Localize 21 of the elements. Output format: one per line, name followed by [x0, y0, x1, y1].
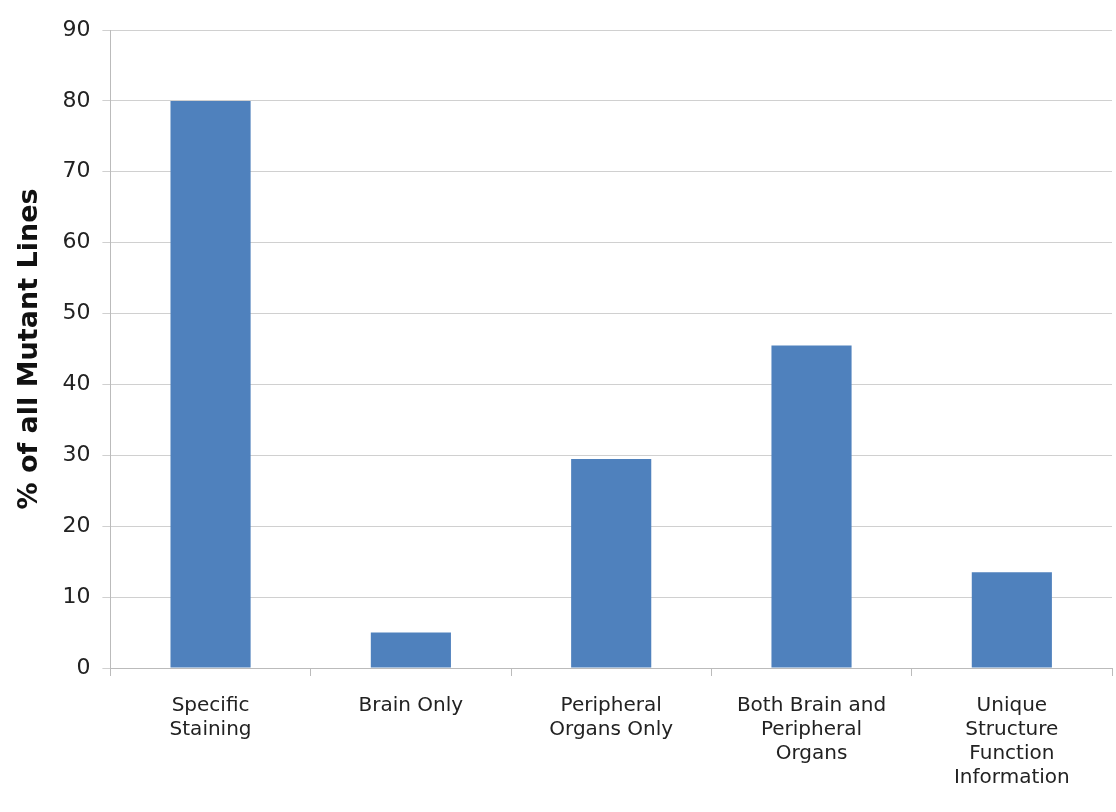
y-tick-label: 40	[62, 370, 91, 396]
x-tick-label: Peripheral Organs Only	[549, 692, 674, 741]
bar	[170, 100, 251, 668]
y-tick-label: 70	[62, 157, 91, 183]
y-tick-label: 20	[62, 511, 91, 537]
y-tick-label: 10	[62, 582, 91, 608]
bar	[771, 345, 852, 668]
x-tick-label: Both Brain and Peripheral Organs	[736, 692, 887, 765]
x-tick-label: Unique Structure Function Information	[953, 692, 1070, 789]
x-tick-label: Brain Only	[358, 692, 464, 717]
y-axis-title: % of all Mutant Lines	[12, 188, 44, 510]
y-tick-label: 80	[62, 86, 91, 112]
x-tick-label: Specific Staining	[169, 692, 252, 741]
y-tick-label: 30	[62, 441, 91, 467]
y-tick-label: 0	[76, 653, 91, 679]
bar	[370, 632, 451, 668]
y-tick-label: 90	[62, 15, 91, 41]
y-tick-label: 50	[62, 299, 91, 325]
bar	[571, 458, 652, 668]
y-tick-label: 60	[62, 228, 91, 254]
bar	[971, 572, 1052, 668]
